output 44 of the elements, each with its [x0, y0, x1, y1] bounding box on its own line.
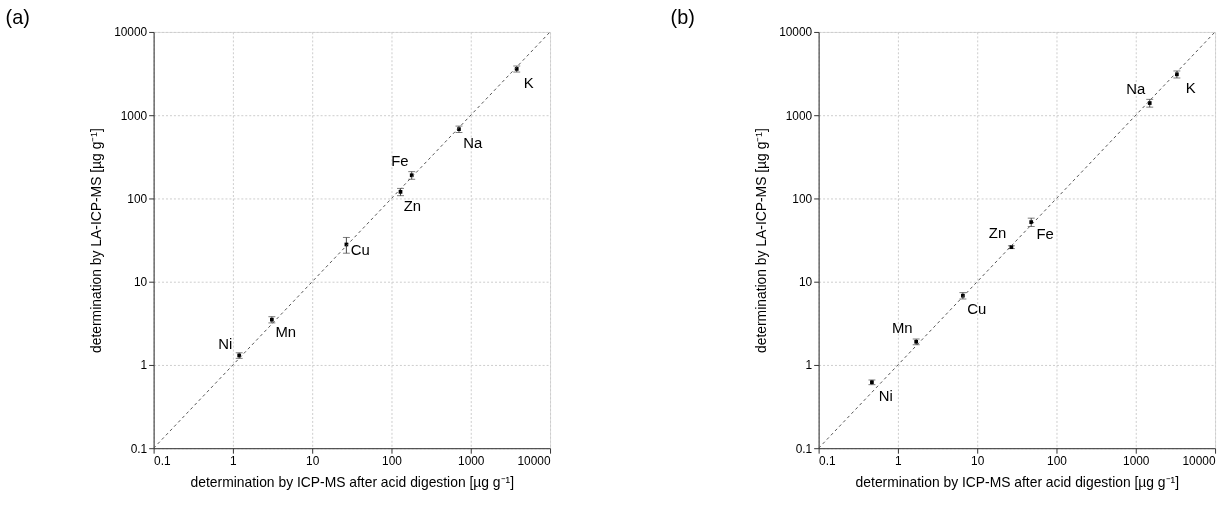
y-tick-label: 10000 — [114, 25, 148, 40]
annotation: Na — [1126, 81, 1147, 98]
x-tick-label: 1 — [230, 453, 238, 468]
x-tick-label: 10 — [971, 453, 985, 468]
y-tick-label: 100 — [127, 191, 148, 206]
annotation: Fe — [1036, 225, 1054, 242]
annotation: Cu — [967, 301, 987, 318]
x-tick-label: 1 — [895, 453, 903, 468]
annotation: Mn — [891, 319, 913, 336]
x-tick-label: 0.1 — [819, 453, 837, 468]
x-tick-label: 10000 — [517, 453, 551, 468]
annotation: Zn — [988, 225, 1007, 242]
x-tick-label: 10000 — [1182, 453, 1216, 468]
x-axis-title: determination by ICP-MS after acid digestion [µg g⁻¹] — [855, 474, 1180, 491]
y-tick-label: 1 — [140, 358, 148, 373]
y-tick-label: 100 — [792, 191, 813, 206]
x-tick-label: 10 — [306, 453, 320, 468]
annotation: Ni — [218, 335, 233, 352]
x-tick-label: 100 — [382, 453, 403, 468]
annotation: Fe — [391, 153, 409, 170]
x-tick-label: 100 — [1047, 453, 1068, 468]
annotation: Cu — [350, 242, 370, 259]
x-tick-label: 1000 — [1123, 453, 1150, 468]
y-tick-label: 1000 — [785, 108, 813, 123]
y-tick-label: 1000 — [120, 108, 148, 123]
x-tick-label: 0.1 — [154, 453, 172, 468]
y-tick-label: 1 — [805, 358, 813, 373]
x-tick-label: 1000 — [458, 453, 485, 468]
annotation: Zn — [403, 197, 422, 214]
y-axis-title: determination by LA-ICP-MS [µg g⁻¹] — [753, 128, 770, 353]
x-axis-title: determination by ICP-MS after acid digestion [µg g⁻¹] — [190, 474, 515, 491]
y-axis-title: determination by LA-ICP-MS [µg g⁻¹] — [88, 128, 105, 353]
annotation: K — [1185, 80, 1196, 97]
annotation: K — [523, 74, 534, 91]
y-tick-label: 0.1 — [130, 441, 148, 456]
annotation: Mn — [275, 323, 297, 340]
chart-title: (a) — [5, 6, 30, 29]
chart-title: (b) — [670, 6, 695, 29]
y-tick-label: 10 — [133, 275, 148, 290]
y-tick-label: 10 — [798, 275, 813, 290]
annotation: Ni — [878, 388, 893, 405]
y-tick-label: 10000 — [779, 25, 813, 40]
annotation: Na — [463, 134, 484, 151]
y-tick-label: 0.1 — [795, 441, 813, 456]
